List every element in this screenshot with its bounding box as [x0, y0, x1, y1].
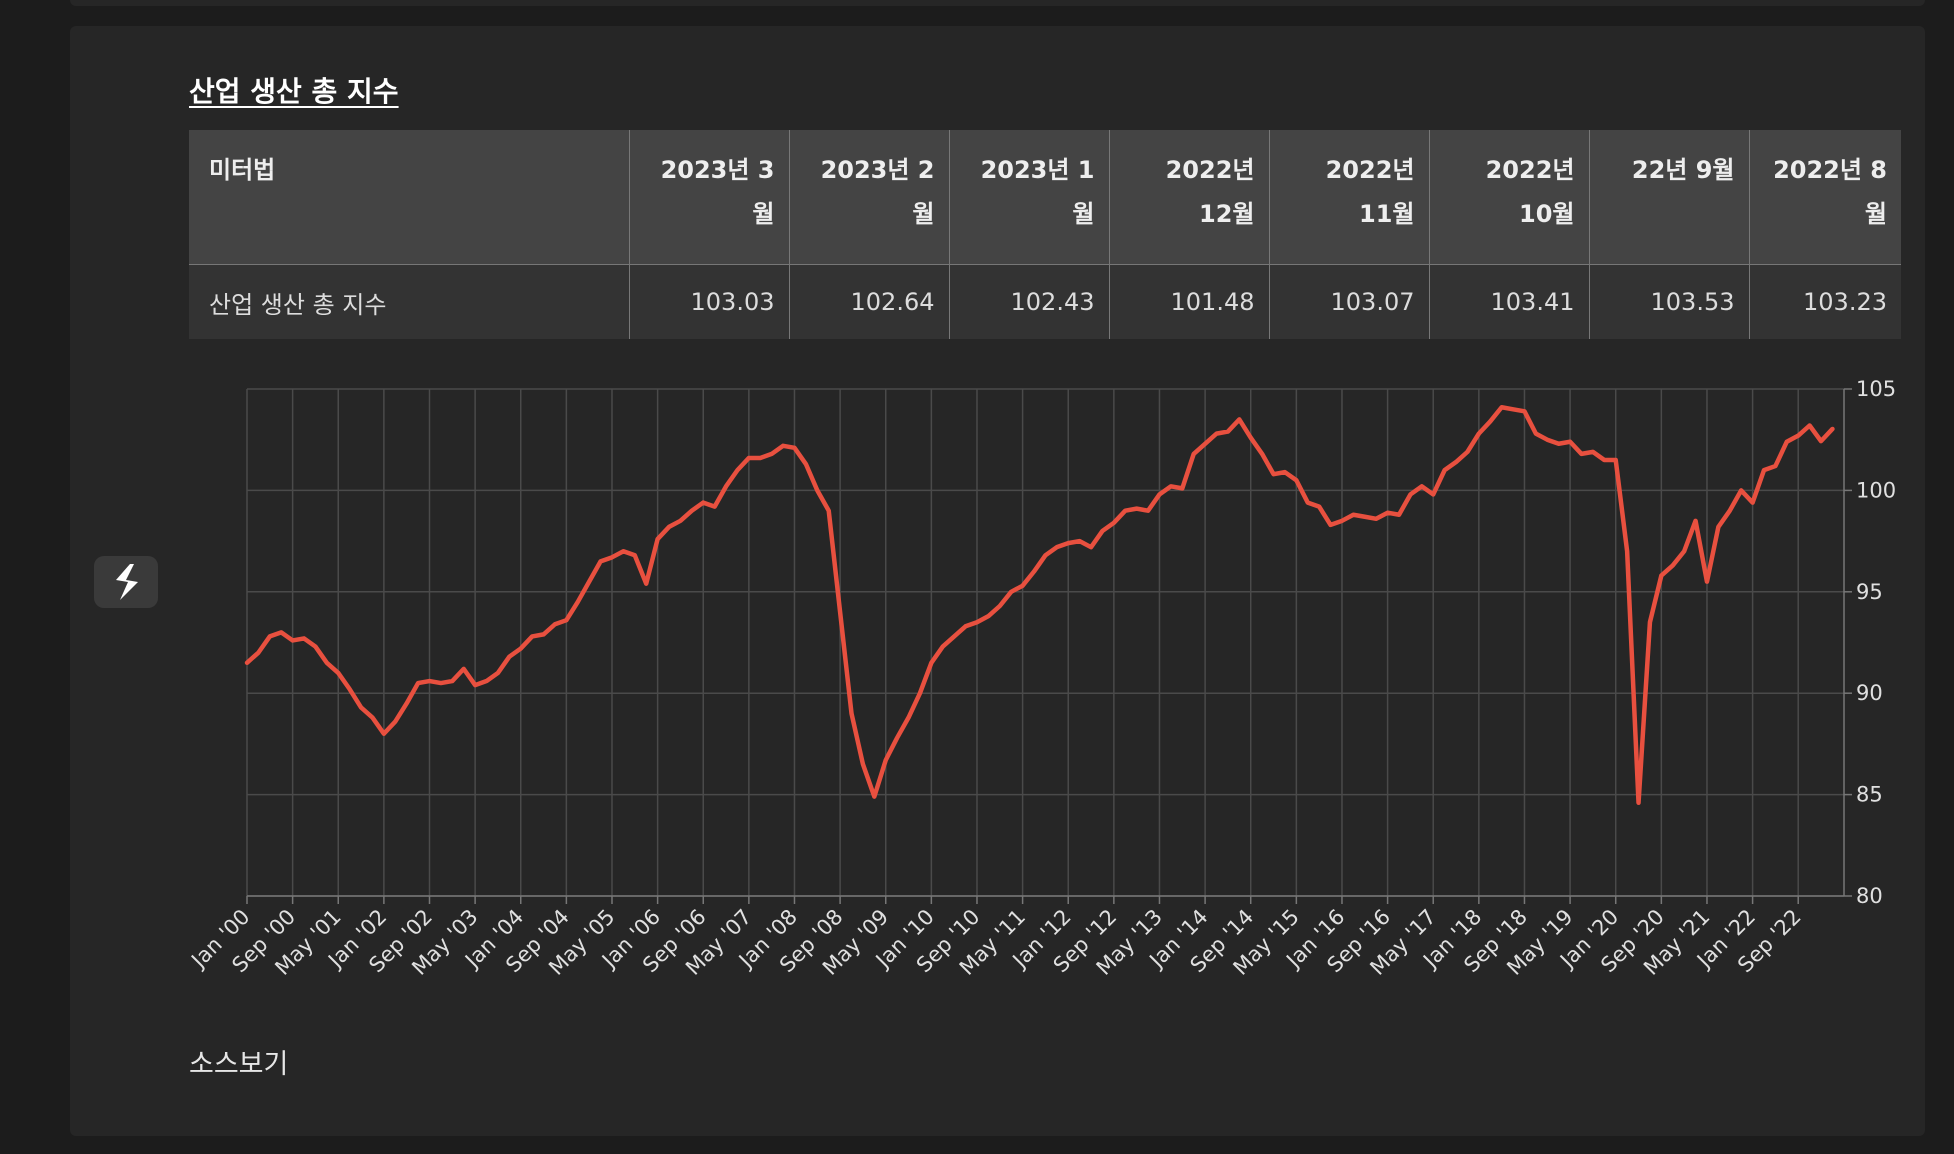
header-cell: 미터법: [189, 130, 629, 265]
header-row: 미터법 2023년 3월 2023년 2월 2023년 1월 2022년 12월 2022…: [189, 130, 1901, 265]
table-cell: 102.64: [788, 264, 949, 339]
table-cell: 103.23: [1748, 264, 1901, 339]
table-row: 산업 생산 총 지수 103.03 102.64 102.43 101.48 103.07…: [189, 264, 1901, 339]
table-cell: 103.53: [1588, 264, 1749, 339]
header-cell: 2023년 2월: [788, 130, 949, 265]
header-cell: 2023년 3월: [628, 130, 789, 265]
y-tick-label: 85: [1856, 783, 1883, 807]
table-body: 산업 생산 총 지수 103.03 102.64 102.43 101.48 103.07…: [189, 264, 1901, 339]
table-cell: 103.03: [628, 264, 789, 339]
header-cell: 2022년 10월: [1428, 130, 1589, 265]
y-tick-label: 80: [1856, 884, 1883, 908]
logo-button[interactable]: [94, 556, 158, 608]
table-cell: 102.43: [948, 264, 1109, 339]
header-cell: 2022년 12월: [1108, 130, 1269, 265]
chart-title-link[interactable]: 산업 생산 총 지수: [189, 75, 399, 108]
y-tick-label: 105: [1856, 377, 1896, 401]
data-table: 미터법 2023년 3월 2023년 2월 2023년 1월 2022년 12월 2022…: [189, 130, 1901, 339]
header-cell: 2022년 11월: [1268, 130, 1429, 265]
y-tick-label: 100: [1856, 478, 1896, 502]
header-cell: 2023년 1월: [948, 130, 1109, 265]
table-cell: 103.41: [1428, 264, 1589, 339]
logo-icon: [116, 564, 138, 600]
table-cell: 산업 생산 총 지수: [189, 264, 629, 339]
table-cell: 101.48: [1108, 264, 1269, 339]
y-tick-label: 90: [1856, 681, 1883, 705]
header-cell: 22년 9월: [1588, 130, 1749, 265]
y-tick-label: 95: [1856, 580, 1883, 604]
table-cell: 103.07: [1268, 264, 1429, 339]
previous-card: [70, 0, 1925, 6]
data-line: [244, 405, 1835, 805]
header-cell: 2022년 8월: [1748, 130, 1901, 265]
source-link[interactable]: 소스보기: [189, 1049, 289, 1080]
